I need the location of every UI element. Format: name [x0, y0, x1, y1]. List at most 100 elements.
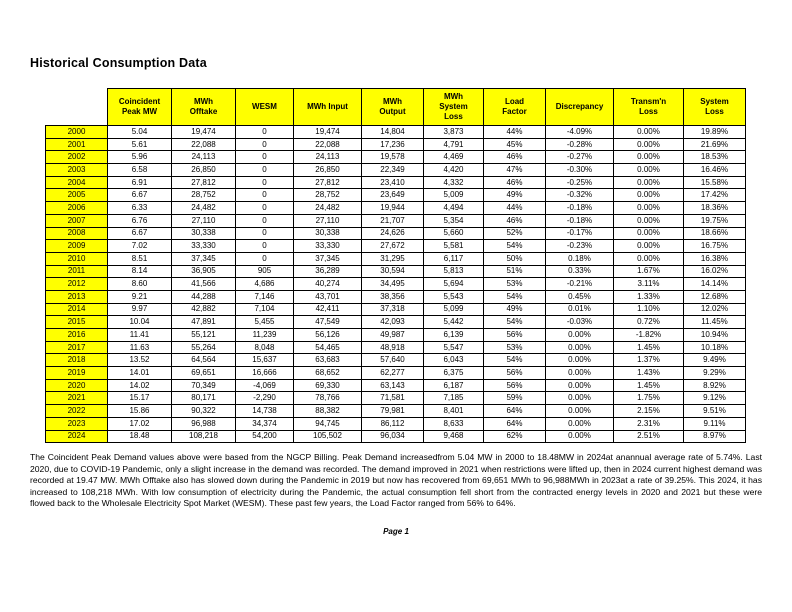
- value-cell: 0: [235, 226, 294, 241]
- value-cell: 6,043: [423, 353, 484, 368]
- page-title: Historical Consumption Data: [30, 56, 207, 70]
- year-cell: 2019: [45, 366, 108, 380]
- value-cell: 64,564: [171, 353, 236, 368]
- value-cell: 14.02: [107, 378, 172, 393]
- year-cell: 2015: [45, 315, 108, 329]
- value-cell: 44,288: [171, 289, 236, 304]
- value-cell: 5,009: [423, 188, 484, 203]
- value-cell: 0: [235, 239, 294, 253]
- value-cell: 88,382: [293, 404, 362, 418]
- value-cell: 96,988: [171, 416, 236, 431]
- table-row: 2011 8.14 36,905 905 36,289 30,594 5,813 51% 0.3…: [45, 264, 746, 279]
- value-cell: 15,637: [235, 353, 294, 368]
- value-cell: 12.02%: [683, 302, 746, 317]
- value-cell: 46%: [483, 150, 546, 165]
- value-cell: 45%: [483, 137, 546, 152]
- value-cell: 28,752: [171, 188, 236, 203]
- value-cell: 0: [235, 175, 294, 190]
- value-cell: 0: [235, 201, 294, 215]
- value-cell: 47%: [483, 163, 546, 177]
- value-cell: 9.12%: [683, 391, 746, 406]
- value-cell: 24,482: [293, 201, 362, 215]
- value-cell: 12.68%: [683, 289, 746, 304]
- value-cell: 11.63: [107, 340, 172, 355]
- value-cell: 8.97%: [683, 429, 746, 444]
- value-cell: 40,274: [293, 277, 362, 291]
- value-cell: 53%: [483, 277, 546, 291]
- value-cell: 31,295: [361, 251, 424, 266]
- value-cell: 22,088: [293, 137, 362, 152]
- value-cell: 0.00%: [545, 366, 614, 380]
- value-cell: 18.48: [107, 429, 172, 444]
- value-cell: 11.45%: [683, 315, 746, 329]
- value-cell: 51%: [483, 264, 546, 279]
- table-row: 2020 14.02 70,349 -4,069 69,330 63,143 6,187 56…: [45, 378, 746, 393]
- value-cell: 0.00%: [613, 239, 684, 253]
- value-cell: -0.03%: [545, 315, 614, 329]
- value-cell: 0.00%: [613, 188, 684, 203]
- value-cell: 27,110: [171, 213, 236, 228]
- value-cell: 11.41: [107, 328, 172, 342]
- table-row: 2015 10.04 47,891 5,455 47,549 42,093 5,442 54%…: [45, 315, 746, 329]
- value-cell: 5,543: [423, 289, 484, 304]
- year-cell: 2020: [45, 378, 108, 393]
- value-cell: 16.02%: [683, 264, 746, 279]
- value-cell: 0: [235, 251, 294, 266]
- value-cell: 14.14%: [683, 277, 746, 291]
- value-cell: 15.17: [107, 391, 172, 406]
- year-cell: 2008: [45, 226, 108, 241]
- value-cell: 3,873: [423, 125, 484, 139]
- year-cell: 2005: [45, 188, 108, 203]
- value-cell: 36,289: [293, 264, 362, 279]
- value-cell: 0.00%: [545, 340, 614, 355]
- value-cell: 3.11%: [613, 277, 684, 291]
- value-cell: 0.00%: [613, 150, 684, 165]
- value-cell: 0.72%: [613, 315, 684, 329]
- value-cell: 43,701: [293, 289, 362, 304]
- table-row: 2024 18.48 108,218 54,200 105,502 96,034 9,468…: [45, 429, 746, 444]
- value-cell: 5,442: [423, 315, 484, 329]
- value-cell: 105,502: [293, 429, 362, 444]
- value-cell: 24,113: [171, 150, 236, 165]
- value-cell: 4,791: [423, 137, 484, 152]
- table-row: 2008 6.67 30,338 0 30,338 24,626 5,660 52% -0.17…: [45, 226, 746, 241]
- value-cell: 10.18%: [683, 340, 746, 355]
- table-row: 2001 5.61 22,088 0 22,088 17,236 4,791 45% -0.28…: [45, 137, 746, 152]
- value-cell: 8.92%: [683, 378, 746, 393]
- value-cell: 4,494: [423, 201, 484, 215]
- value-cell: 34,374: [235, 416, 294, 431]
- value-cell: 56,126: [293, 328, 362, 342]
- value-cell: 26,850: [171, 163, 236, 177]
- value-cell: 54%: [483, 239, 546, 253]
- year-cell: 2012: [45, 277, 108, 291]
- value-cell: 5,354: [423, 213, 484, 228]
- value-cell: 56%: [483, 328, 546, 342]
- value-cell: 17.42%: [683, 188, 746, 203]
- table-row: 2021 15.17 80,171 -2,290 78,766 71,581 7,185 59…: [45, 391, 746, 406]
- value-cell: -2,290: [235, 391, 294, 406]
- value-cell: -0.21%: [545, 277, 614, 291]
- table-header: Coincident Peak MW MWh Offtake WESM MWh Inp…: [45, 88, 746, 126]
- value-cell: 59%: [483, 391, 546, 406]
- historical-consumption-table: Coincident Peak MW MWh Offtake WESM MWh Inp…: [45, 88, 746, 444]
- value-cell: 7,146: [235, 289, 294, 304]
- value-cell: 9.11%: [683, 416, 746, 431]
- value-cell: 4,332: [423, 175, 484, 190]
- value-cell: 27,812: [293, 175, 362, 190]
- value-cell: 5,581: [423, 239, 484, 253]
- year-cell: 2009: [45, 239, 108, 253]
- value-cell: 46%: [483, 175, 546, 190]
- value-cell: 10.04: [107, 315, 172, 329]
- value-cell: 49%: [483, 188, 546, 203]
- value-cell: 38,356: [361, 289, 424, 304]
- value-cell: 6,139: [423, 328, 484, 342]
- value-cell: 30,594: [361, 264, 424, 279]
- value-cell: 8.14: [107, 264, 172, 279]
- value-cell: 0: [235, 150, 294, 165]
- corner-cell: [45, 88, 108, 126]
- value-cell: 6.76: [107, 213, 172, 228]
- value-cell: 0.00%: [545, 378, 614, 393]
- value-cell: 69,651: [171, 366, 236, 380]
- table-row: 2019 14.01 69,651 16,666 68,652 62,277 6,375 56…: [45, 366, 746, 380]
- value-cell: 22,088: [171, 137, 236, 152]
